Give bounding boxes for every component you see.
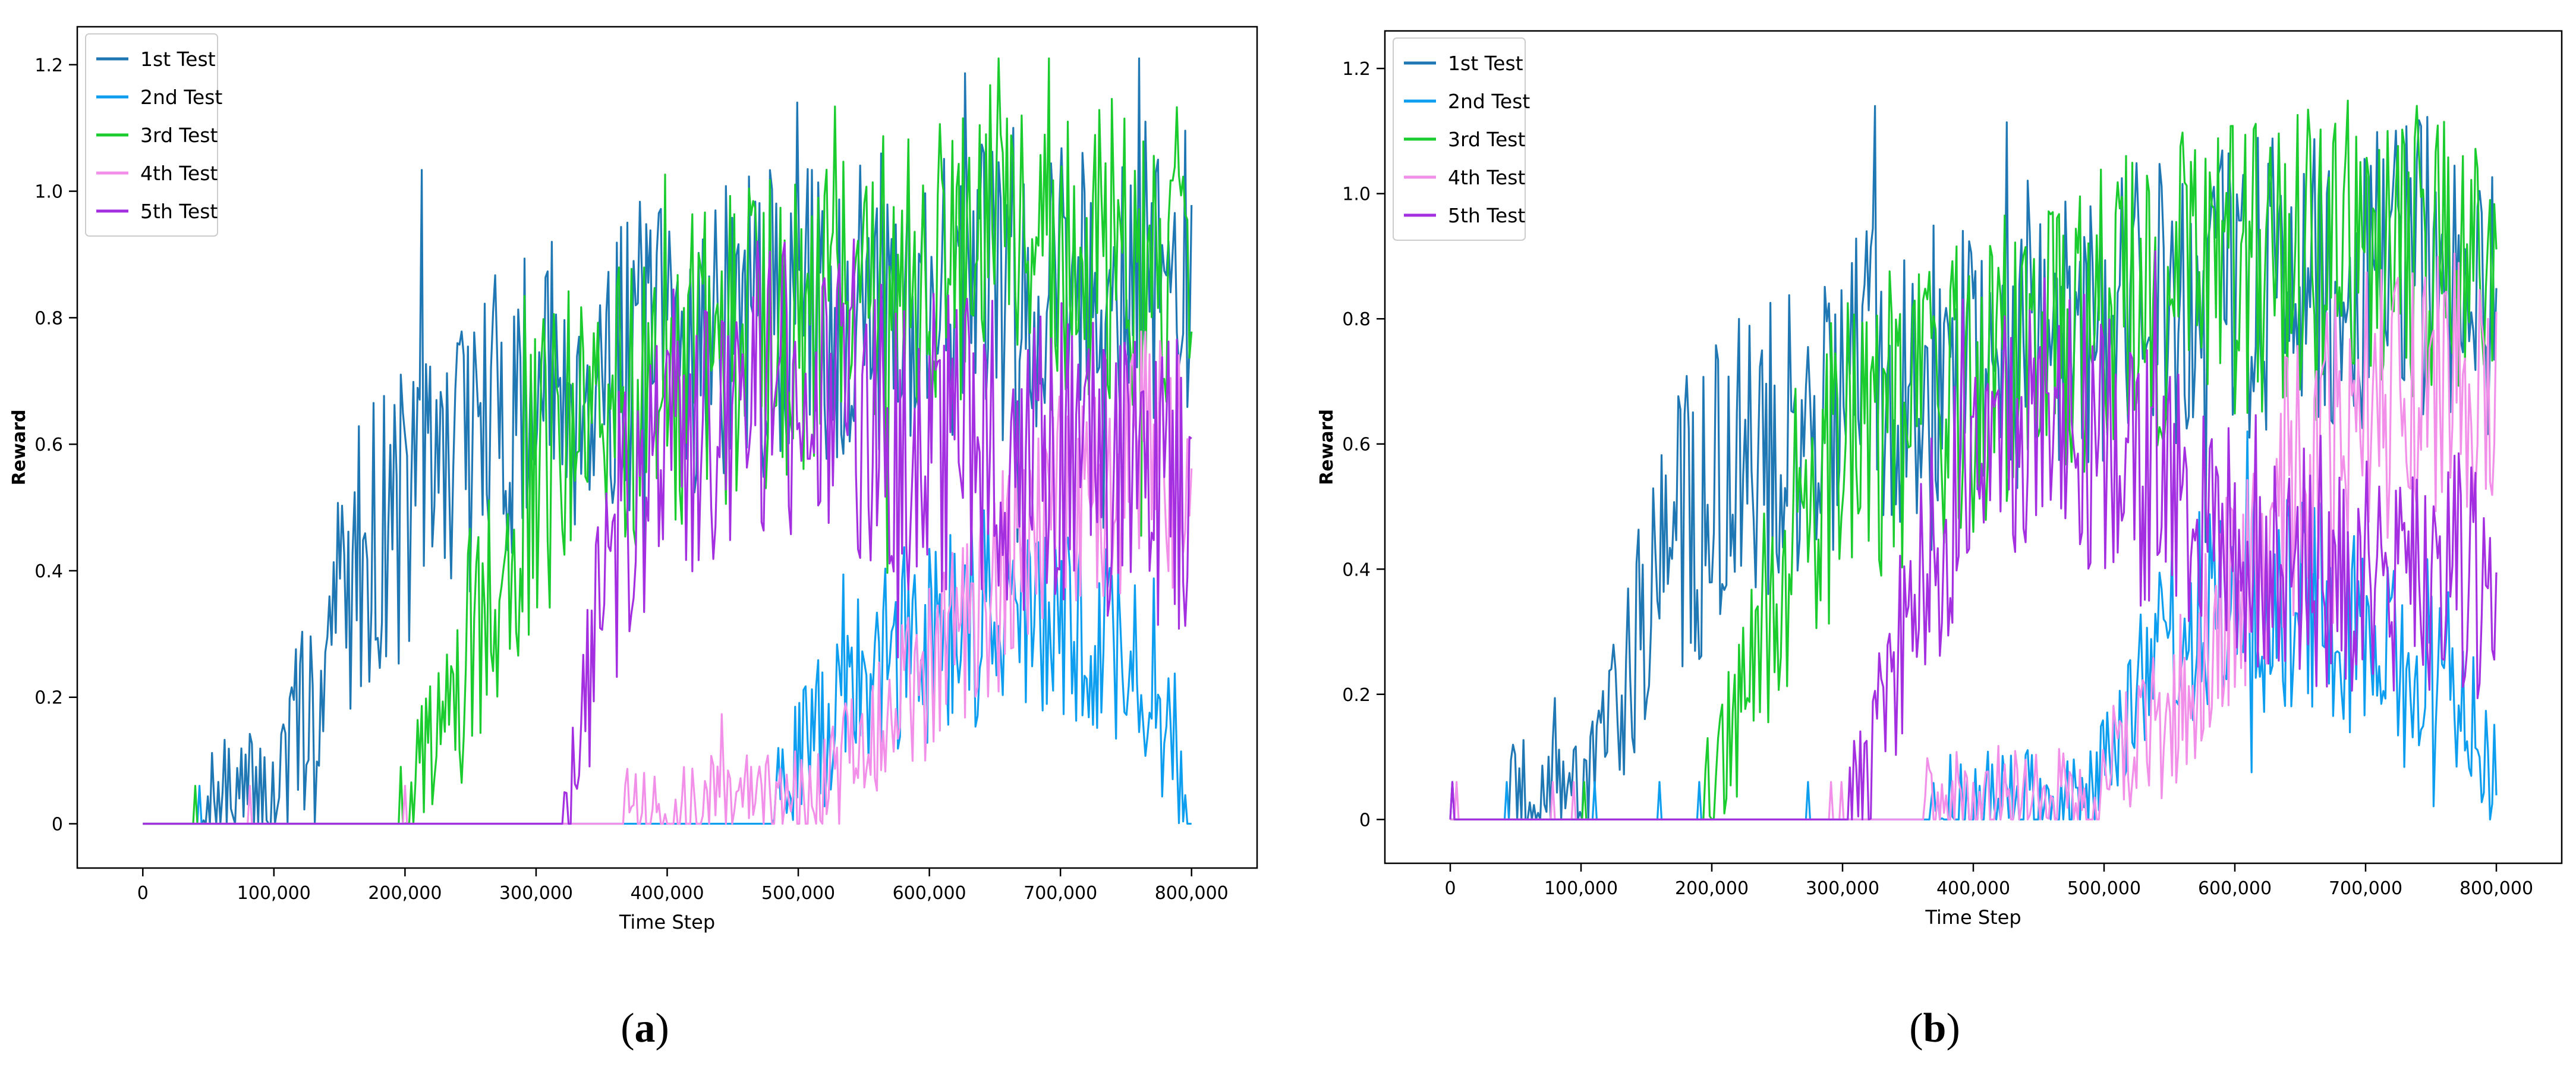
series-group-b (1449, 99, 2498, 820)
legend-box-b (1393, 37, 1526, 241)
plot-area-a: 0 100,000 200,000 300,000 400,000 500,000 600,… (9, 26, 1258, 933)
legend-label-b: 4th Test (1448, 166, 1525, 189)
x-tick-label-b: 800,000 (2460, 878, 2533, 899)
legend-label-a: 3rd Test (140, 124, 218, 147)
plot-area-b: 0 100,000 200,000 300,000 400,000 500,000 600,… (1317, 30, 2563, 929)
x-tick-label-b: 200,000 (1675, 878, 1749, 899)
legend-label-a: 2nd Test (140, 86, 222, 109)
x-tick-label-a: 400,000 (630, 883, 704, 904)
panel-label-a: (a) (621, 1005, 669, 1051)
y-tick-label-b: 0 (1359, 810, 1371, 831)
y-tick-label-a: 0.4 (34, 561, 63, 582)
x-tick-label-a: 800,000 (1155, 883, 1229, 904)
y-tick-label-b: 1.0 (1342, 184, 1371, 205)
legend-b: 1st Test 2nd Test 3rd Test 4th Test 5th Test (1393, 37, 1530, 241)
x-tick-label-a: 0 (137, 883, 149, 904)
y-tick-label-a: 0.2 (34, 688, 63, 709)
y-tick-label-a: 1.0 (34, 182, 63, 203)
x-tick-label-b: 500,000 (2067, 878, 2141, 899)
panel-label-b: (b) (1909, 1005, 1960, 1051)
x-tick-label-a: 200,000 (368, 883, 442, 904)
legend-label-a: 1st Test (140, 48, 216, 71)
legend-a: 1st Test 2nd Test 3rd Test 4th Test 5th Test (85, 33, 222, 237)
legend-box-a (85, 33, 218, 237)
x-tick-label-a: 700,000 (1024, 883, 1097, 904)
y-tick-label-b: 0.6 (1342, 435, 1371, 455)
x-tick-label-a: 100,000 (237, 883, 311, 904)
legend-label-b: 2nd Test (1448, 90, 1530, 113)
y-tick-label-a: 0.8 (34, 308, 63, 329)
x-tick-label-b: 600,000 (2198, 878, 2272, 899)
legend-label-b: 5th Test (1448, 204, 1525, 227)
series-group-a (143, 57, 1193, 825)
y-tick-label-b: 0.2 (1342, 685, 1371, 706)
x-tick-label-a: 500,000 (761, 883, 835, 904)
legend-label-a: 5th Test (140, 200, 218, 223)
y-tick-label-a: 0 (52, 815, 63, 835)
x-tick-label-b: 300,000 (1806, 878, 1879, 899)
legend-label-b: 1st Test (1448, 52, 1523, 75)
x-tick-label-a: 300,000 (499, 883, 573, 904)
x-axis-label-b: Time Step (1925, 906, 2021, 929)
legend-label-a: 4th Test (140, 162, 218, 185)
y-tick-label-b: 0.8 (1342, 309, 1371, 330)
y-tick-label-a: 1.2 (34, 55, 63, 76)
chart-panel-a: 0 100,000 200,000 300,000 400,000 500,000 600,… (9, 26, 1258, 1051)
y-axis-label-a: Reward (9, 410, 30, 486)
y-tick-label-a: 0.6 (34, 435, 63, 455)
x-tick-label-b: 400,000 (1936, 878, 2010, 899)
x-tick-label-b: 700,000 (2329, 878, 2402, 899)
series-line-5th-test-a (143, 238, 1192, 825)
x-tick-label-a: 600,000 (893, 883, 966, 904)
series-line-5th-test-b (1449, 250, 2498, 820)
x-tick-label-b: 100,000 (1544, 878, 1618, 899)
x-axis-label-a: Time Step (619, 911, 715, 933)
legend-label-b: 3rd Test (1448, 128, 1525, 151)
y-tick-label-b: 0.4 (1342, 559, 1371, 580)
y-tick-label-b: 1.2 (1342, 59, 1371, 80)
x-tick-label-b: 0 (1444, 878, 1456, 899)
y-axis-label-b: Reward (1317, 409, 1337, 485)
chart-panel-b: 0 100,000 200,000 300,000 400,000 500,000 600,… (1317, 30, 2563, 1051)
